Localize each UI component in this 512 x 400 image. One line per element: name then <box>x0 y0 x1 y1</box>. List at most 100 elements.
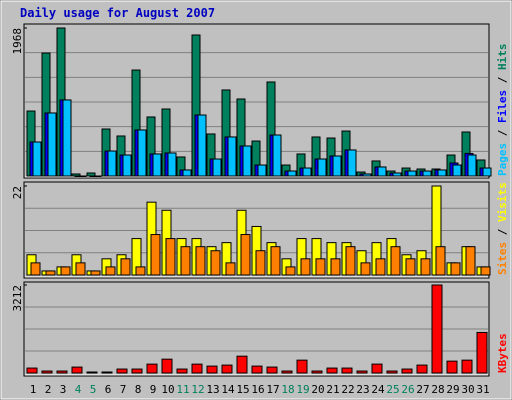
bar <box>120 258 131 276</box>
x-tick-label: 13 <box>206 383 219 396</box>
bar <box>180 246 191 276</box>
bar <box>386 370 398 374</box>
bar <box>461 359 473 374</box>
y-tick-label: 22 <box>11 186 24 199</box>
chart-title: Daily usage for August 2007 <box>20 6 215 20</box>
bar <box>255 250 266 276</box>
bar <box>150 234 161 276</box>
bar <box>390 246 401 276</box>
x-tick-label: 17 <box>266 383 279 396</box>
x-tick-label: 16 <box>251 383 264 396</box>
legend-entry: Files <box>496 90 509 123</box>
bar <box>452 164 462 177</box>
bar <box>296 359 308 374</box>
x-tick-label: 21 <box>326 383 339 396</box>
bar <box>467 154 477 177</box>
bar <box>375 258 386 276</box>
bar <box>326 367 338 374</box>
x-tick-label: 27 <box>416 383 429 396</box>
x-tick-label: 28 <box>431 383 444 396</box>
x-tick-label: 14 <box>221 383 235 396</box>
bar <box>281 370 293 374</box>
x-tick-label: 20 <box>311 383 324 396</box>
bar <box>302 167 312 177</box>
y-tick-label: 1968 <box>11 28 24 55</box>
bar <box>341 367 353 374</box>
bar <box>450 262 461 276</box>
bar <box>191 363 203 374</box>
legend-entry: Sites <box>496 242 509 275</box>
bar <box>392 172 402 177</box>
bar <box>131 368 143 374</box>
bar <box>47 112 57 177</box>
x-tick-label: 29 <box>446 383 459 396</box>
bar <box>287 170 297 177</box>
bar <box>240 234 251 276</box>
x-tick-label: 5 <box>90 383 97 396</box>
bar <box>236 355 248 374</box>
bar <box>176 368 188 374</box>
bar <box>270 246 281 276</box>
x-tick-label: 11 <box>176 383 189 396</box>
legend: Sites / Visits <box>496 182 509 275</box>
legend: KBytes <box>496 333 509 373</box>
legend-separator: / <box>496 70 509 90</box>
bar <box>210 250 221 276</box>
bar <box>77 175 87 177</box>
bar <box>465 246 476 276</box>
bar <box>45 270 56 276</box>
bar <box>56 370 68 374</box>
legend: Pages / Files / Hits <box>496 44 509 177</box>
legend-separator: / <box>496 222 509 242</box>
bar <box>242 145 252 177</box>
bar <box>420 258 431 276</box>
bar <box>317 158 327 177</box>
bar <box>476 331 488 374</box>
x-tick-label: 26 <box>401 383 414 396</box>
bar <box>62 99 72 177</box>
bar <box>146 363 158 374</box>
bar <box>311 370 323 374</box>
bar <box>401 368 413 374</box>
bar <box>285 266 296 276</box>
x-tick-label: 3 <box>60 383 67 396</box>
bar <box>26 367 38 374</box>
bar <box>41 370 53 374</box>
bar <box>257 164 267 177</box>
bar <box>165 238 176 276</box>
bar <box>227 136 237 177</box>
y-tick-label: 3212 <box>11 285 24 312</box>
bar <box>405 258 416 276</box>
bar <box>152 153 162 177</box>
bar <box>60 266 71 276</box>
x-tick-label: 8 <box>135 383 142 396</box>
x-tick-label: 23 <box>356 383 369 396</box>
bar <box>416 364 428 374</box>
bar <box>137 129 147 177</box>
bar <box>212 158 222 177</box>
bar <box>75 262 86 276</box>
bar <box>206 365 218 374</box>
bar <box>435 246 446 276</box>
x-tick-label: 12 <box>191 383 204 396</box>
bar <box>32 141 42 177</box>
bar <box>161 358 173 374</box>
x-tick-label: 15 <box>236 383 249 396</box>
bar <box>356 370 368 374</box>
bar <box>167 152 177 177</box>
bar <box>332 155 342 177</box>
bar <box>86 371 98 374</box>
bar <box>345 246 356 276</box>
bar <box>300 258 311 276</box>
x-tick-label: 2 <box>45 383 52 396</box>
x-tick-label: 10 <box>161 383 174 396</box>
bar <box>92 175 102 177</box>
bar <box>251 365 263 374</box>
bar <box>272 134 282 177</box>
x-tick-label: 4 <box>75 383 82 396</box>
bar <box>315 258 326 276</box>
bar <box>482 167 492 177</box>
bar <box>105 266 116 276</box>
x-tick-label: 19 <box>296 383 309 396</box>
